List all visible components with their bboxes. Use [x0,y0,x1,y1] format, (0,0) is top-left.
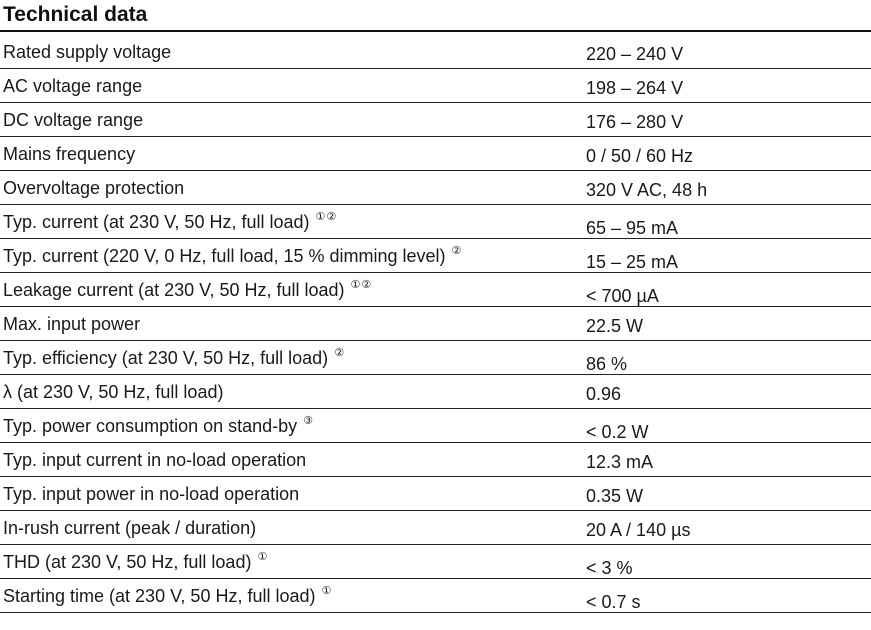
row-label: Typ. current (220 V, 0 Hz, full load, 15… [3,245,463,266]
row-value: 320 V AC, 48 h [586,180,708,200]
footnote-marker: ② [334,347,346,359]
row-label: λ (at 230 V, 50 Hz, full load) [3,382,224,402]
row-label: Typ. current (at 230 V, 50 Hz, full load… [3,211,338,232]
table-row: Rated supply voltage 220 – 240 V [0,35,871,69]
row-label: Typ. input power in no-load operation [3,484,300,504]
technical-data-table: Rated supply voltage 220 – 240 V AC volt… [0,35,871,613]
row-value: 86 % [586,354,628,374]
row-value: 0.35 W [586,486,644,506]
row-label: Mains frequency [3,144,136,164]
row-value: < 700 µA [586,286,659,306]
footnote-marker: ② [451,245,463,257]
row-label: Overvoltage protection [3,178,185,198]
row-value: 20 A / 140 µs [586,520,691,540]
table-row: Max. input power 22.5 W [0,307,871,341]
row-label: Rated supply voltage [3,42,172,62]
section-title: Technical data [3,3,148,26]
row-label: AC voltage range [3,76,143,96]
title-divider [0,30,871,32]
table-row: AC voltage range 198 – 264 V [0,69,871,103]
footnote-marker: ③ [303,415,315,427]
row-label: Starting time (at 230 V, 50 Hz, full loa… [3,585,333,606]
table-row: Starting time (at 230 V, 50 Hz, full loa… [0,579,871,613]
row-label: Typ. power consumption on stand-by ③ [3,415,315,436]
table-row: Leakage current (at 230 V, 50 Hz, full l… [0,273,871,307]
row-value: 198 – 264 V [586,78,684,98]
table-row: DC voltage range 176 – 280 V [0,103,871,137]
row-label: THD (at 230 V, 50 Hz, full load) ① [3,551,269,572]
row-label: DC voltage range [3,110,144,130]
row-value: 0.96 [586,384,622,404]
table-row: In-rush current (peak / duration) 20 A /… [0,511,871,545]
table-row: Typ. efficiency (at 230 V, 50 Hz, full l… [0,341,871,375]
table-row: Typ. input power in no-load operation 0.… [0,477,871,511]
row-value: 12.3 mA [586,452,654,472]
row-label: In-rush current (peak / duration) [3,518,257,538]
row-label: Typ. input current in no-load operation [3,450,307,470]
table-row: Mains frequency 0 / 50 / 60 Hz [0,137,871,171]
row-value: 15 – 25 mA [586,252,679,272]
footnote-marker: ① [321,585,333,597]
footnote-marker: ①② [315,211,338,223]
table-row: THD (at 230 V, 50 Hz, full load) ① < 3 % [0,545,871,579]
table-row: Typ. current (220 V, 0 Hz, full load, 15… [0,239,871,273]
row-label: Leakage current (at 230 V, 50 Hz, full l… [3,279,373,300]
row-value: 65 – 95 mA [586,218,679,238]
table-row: Overvoltage protection 320 V AC, 48 h [0,171,871,205]
table-row: Typ. current (at 230 V, 50 Hz, full load… [0,205,871,239]
table-row: Typ. input current in no-load operation … [0,443,871,477]
footnote-marker: ① [257,551,269,563]
row-value: 22.5 W [586,316,644,336]
row-label: Typ. efficiency (at 230 V, 50 Hz, full l… [3,347,346,368]
row-value: 0 / 50 / 60 Hz [586,146,694,166]
row-value: 176 – 280 V [586,112,684,132]
footnote-marker: ①② [350,279,373,291]
table-row: λ (at 230 V, 50 Hz, full load) 0.96 [0,375,871,409]
row-value: < 0.7 s [586,592,641,612]
row-value: 220 – 240 V [586,44,684,64]
row-label: Max. input power [3,314,141,334]
row-value: < 3 % [586,558,633,578]
row-value: < 0.2 W [586,422,649,442]
table-row: Typ. power consumption on stand-by ③ < 0.… [0,409,871,443]
